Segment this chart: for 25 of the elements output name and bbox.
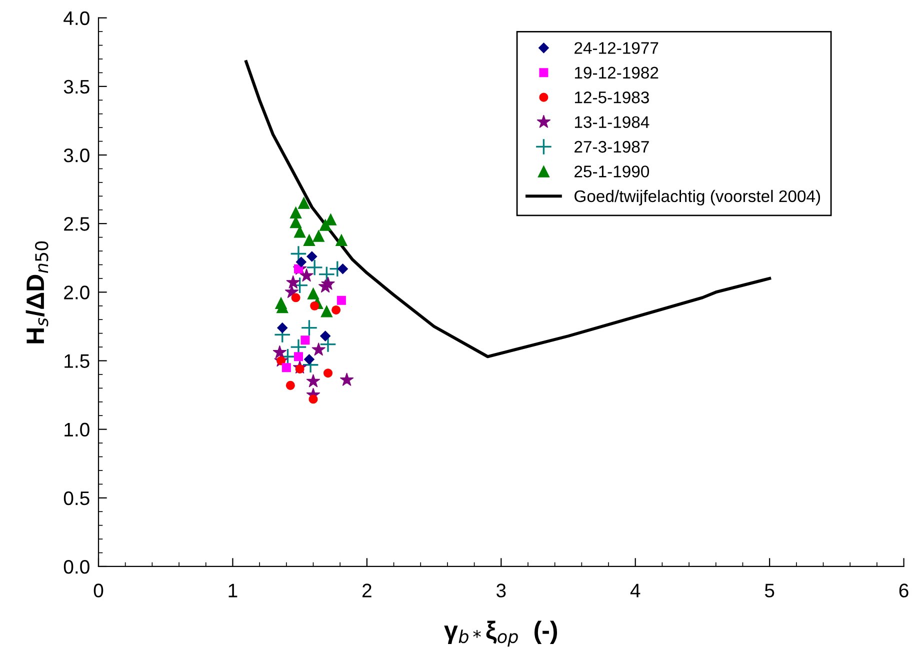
legend-label: 24-12-1977	[574, 42, 658, 54]
x-tick-label: 6	[899, 584, 908, 598]
y-tick-label: 4.0	[64, 11, 90, 26]
x-tick-label: 1	[228, 584, 238, 598]
legend-label: 13-1-1984	[574, 116, 650, 128]
x-tick-label: 5	[764, 584, 774, 598]
y-axis-title: H$_{s}$/ΔD$_{n50}$	[26, 241, 48, 344]
legend-label: 12-5-1983	[574, 92, 649, 104]
x-tick-label: 2	[362, 584, 372, 598]
y-tick-label: 1.0	[64, 422, 90, 437]
x-tick-label: 4	[630, 584, 640, 598]
y-tick-label: 3.5	[64, 80, 90, 94]
y-tick-label: 2.0	[64, 286, 90, 300]
legend-label: 25-1-1990	[574, 166, 650, 178]
legend-label: 19-12-1982	[574, 66, 658, 79]
legend-label: 27-3-1987	[574, 140, 649, 153]
y-tick-label: 0.5	[64, 491, 90, 506]
legend-label: Goed/twijfelachtig (voorstel 2004)	[574, 190, 820, 206]
y-tick-label: 1.5	[64, 354, 90, 368]
y-tick-label: 0.0	[64, 560, 90, 574]
x-tick-label: 3	[496, 584, 506, 598]
y-tick-label: 3.0	[64, 148, 90, 162]
y-tick-label: 2.5	[64, 217, 90, 231]
x-axis-title: γ$_{b*}$ξ$_{op}$ (-)	[444, 620, 558, 647]
x-tick-label: 0	[94, 584, 104, 598]
